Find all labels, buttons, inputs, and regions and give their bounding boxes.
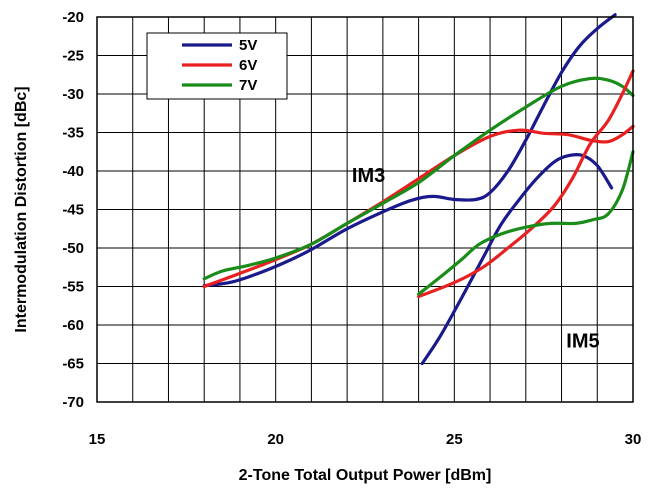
- y-tick-label: -60: [62, 317, 84, 334]
- annotation-im5: IM5: [566, 330, 599, 352]
- tick-labels: 15 20 25 30 -20 -25 -30 -35 -40 -45 -50 -55 -60 -65 -7…: [62, 9, 641, 448]
- y-tick-label: -35: [62, 125, 84, 142]
- y-tick-label: -40: [62, 163, 84, 180]
- legend-label-6v: 6V: [239, 57, 257, 74]
- legend-label-7v: 7V: [239, 77, 257, 94]
- plot-frame: [96, 16, 634, 403]
- y-tick-label: -55: [62, 279, 84, 296]
- legend: 5V 6V 7V: [146, 32, 288, 100]
- x-axis-label: 2-Tone Total Output Power [dBm]: [239, 467, 492, 484]
- legend-label-5v: 5V: [239, 37, 257, 54]
- series-line-im3-7v: [202, 76, 635, 281]
- series-layer: [202, 13, 635, 366]
- series-line-im5-6v: [417, 69, 635, 299]
- x-tick-label: 30: [625, 431, 642, 448]
- y-axis-label: Intermodulation Distortion [dBc]: [13, 86, 30, 332]
- y-tick-label: -70: [62, 394, 84, 411]
- x-tick-label: 15: [89, 431, 106, 448]
- series-line-im3-5v: [202, 13, 617, 288]
- y-tick-label: -50: [62, 240, 84, 257]
- y-tick-label: -25: [62, 48, 84, 65]
- y-tick-label: -65: [62, 356, 84, 373]
- annotation-im3: IM3: [352, 165, 385, 187]
- y-tick-label: -30: [62, 86, 84, 103]
- x-tick-label: 25: [446, 431, 463, 448]
- y-tick-label: -20: [62, 9, 84, 26]
- grid-layer: [97, 17, 633, 402]
- x-tick-label: 20: [267, 431, 284, 448]
- series-line-im5-7v: [417, 150, 635, 296]
- y-tick-label: -45: [62, 202, 84, 219]
